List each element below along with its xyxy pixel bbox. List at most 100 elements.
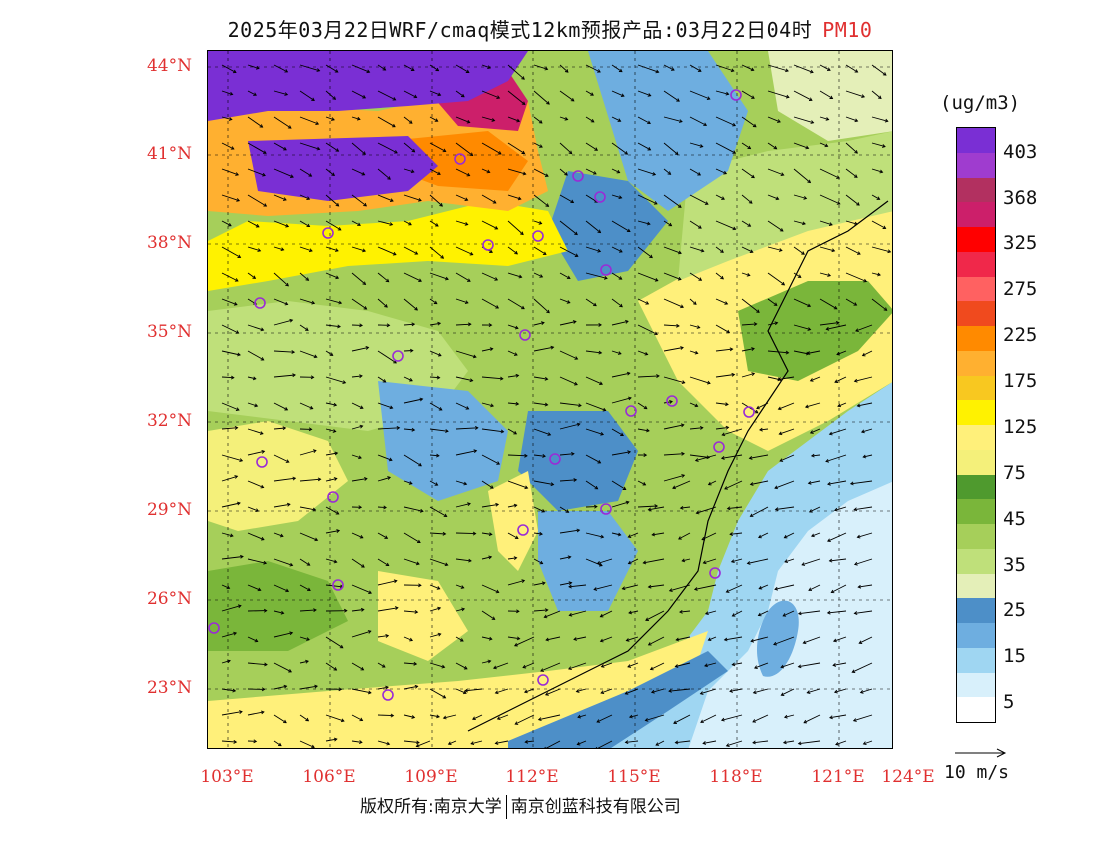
wind-arrow-shaft <box>819 322 839 326</box>
wind-arrow-head <box>285 588 290 593</box>
wind-arrow-shaft <box>853 714 873 722</box>
wind-arrow-shaft <box>325 298 342 304</box>
wind-arrow-head <box>544 66 549 71</box>
wind-arrow-shaft <box>645 610 665 621</box>
wind-arrow-head <box>317 477 322 482</box>
wind-arrow-head <box>392 97 397 101</box>
wind-arrow-head <box>445 429 449 433</box>
wind-arrow-shaft <box>807 688 821 694</box>
wind-arrow-shaft <box>377 607 398 612</box>
wind-arrow-shaft <box>779 428 795 435</box>
wind-arrow-head <box>472 716 476 721</box>
wind-arrow-head <box>751 372 756 377</box>
wind-arrow-head <box>656 374 660 378</box>
wind-arrow-shaft <box>221 246 241 258</box>
wind-arrow-shaft <box>793 220 806 225</box>
wind-arrow-head <box>882 72 887 76</box>
wind-arrow-head <box>489 485 494 489</box>
wind-arrow-head <box>695 510 700 515</box>
wind-arrow-head <box>668 689 672 693</box>
wind-arrow-shaft <box>377 714 394 717</box>
station-marker <box>482 239 494 251</box>
wind-arrow-head <box>228 117 233 121</box>
wind-arrow-head <box>706 380 711 385</box>
wind-arrow-head <box>538 221 543 225</box>
wind-arrow-head <box>277 742 282 747</box>
wind-arrow-head <box>496 461 501 465</box>
wind-arrow-shaft <box>497 714 509 720</box>
wind-arrow-shaft <box>645 714 665 721</box>
wind-arrow-shaft <box>533 582 545 586</box>
wind-arrow-head <box>643 405 648 410</box>
wind-arrow-head <box>707 481 712 486</box>
wind-arrow-head <box>759 427 763 432</box>
wind-arrow-head <box>306 562 311 566</box>
wind-arrow-shaft <box>429 142 446 152</box>
wind-arrow-head <box>725 425 730 430</box>
wind-arrow-shaft <box>747 558 769 564</box>
wind-arrow-head <box>777 119 781 123</box>
wind-arrow-head <box>677 204 682 208</box>
wind-arrow-shaft <box>732 610 743 617</box>
wind-arrow-head <box>566 275 571 280</box>
legend-tick: 325 <box>1003 232 1038 254</box>
sichuan-yellow <box>208 421 348 531</box>
wind-arrow-head <box>285 459 290 463</box>
wind-arrow-shaft <box>845 168 858 178</box>
wind-arrow-head <box>650 689 655 694</box>
wind-arrow-head <box>576 741 581 746</box>
station-marker <box>743 406 755 418</box>
wind-arrow-head <box>418 462 422 467</box>
wind-arrow-head <box>381 664 386 668</box>
wind-arrow-shaft <box>559 298 570 304</box>
wind-arrow-shaft <box>871 246 891 253</box>
station-marker <box>208 622 220 634</box>
wind-arrow-shaft <box>559 453 574 456</box>
wind-arrow-shaft <box>585 480 598 490</box>
wind-arrow-head <box>619 303 623 308</box>
wind-arrow-shaft <box>819 272 831 277</box>
wind-arrow-head <box>672 485 676 490</box>
wind-arrow-shaft <box>679 610 691 613</box>
wind-arrow-shaft <box>351 116 361 120</box>
wind-arrow-head <box>470 741 475 746</box>
wind-arrow-shaft <box>819 220 833 226</box>
wind-arrow-shaft <box>221 660 231 664</box>
wind-arrow-shaft <box>325 220 342 231</box>
wind-arrow-shaft <box>767 116 781 123</box>
wind-arrow-shaft <box>273 477 296 482</box>
wind-arrow-head <box>670 67 675 71</box>
wind-arrow-shaft <box>730 532 743 535</box>
wind-arrow-shaft <box>247 272 256 279</box>
wind-arrow-head <box>568 150 573 155</box>
wind-arrow-shaft <box>611 64 623 72</box>
wind-arrow-head <box>311 300 316 305</box>
wind-arrow-head <box>783 534 788 539</box>
wind-arrow-head <box>854 69 859 73</box>
wind-arrow-shaft <box>507 116 520 122</box>
wind-arrow-head <box>513 503 518 508</box>
wind-arrow-shaft <box>721 454 743 459</box>
wind-arrow-head <box>857 584 862 589</box>
wind-arrow-head <box>747 145 752 150</box>
wind-arrow-shaft <box>784 714 795 718</box>
wind-arrow-head <box>392 123 396 128</box>
wind-arrow-head <box>704 663 708 668</box>
wind-arrow-head <box>756 405 760 410</box>
wind-arrow-shaft <box>682 558 691 562</box>
wind-arrow-head <box>414 684 419 689</box>
wind-arrow-head <box>385 562 390 567</box>
wind-arrow-head <box>720 455 725 460</box>
wind-arrow-shaft <box>455 503 471 508</box>
guangxi-yellow <box>378 571 468 661</box>
wind-arrow-head <box>725 91 730 96</box>
wind-arrow-shaft <box>559 90 575 102</box>
wind-arrow-shaft <box>854 506 873 511</box>
wind-arrow-head <box>284 407 289 411</box>
map-canvas <box>208 51 892 748</box>
wind-arrow-head <box>625 638 630 642</box>
wind-arrow-shaft <box>637 90 651 97</box>
wind-arrow-head <box>599 613 604 618</box>
wind-arrow-head <box>854 221 858 226</box>
wind-arrow-head <box>758 534 762 539</box>
